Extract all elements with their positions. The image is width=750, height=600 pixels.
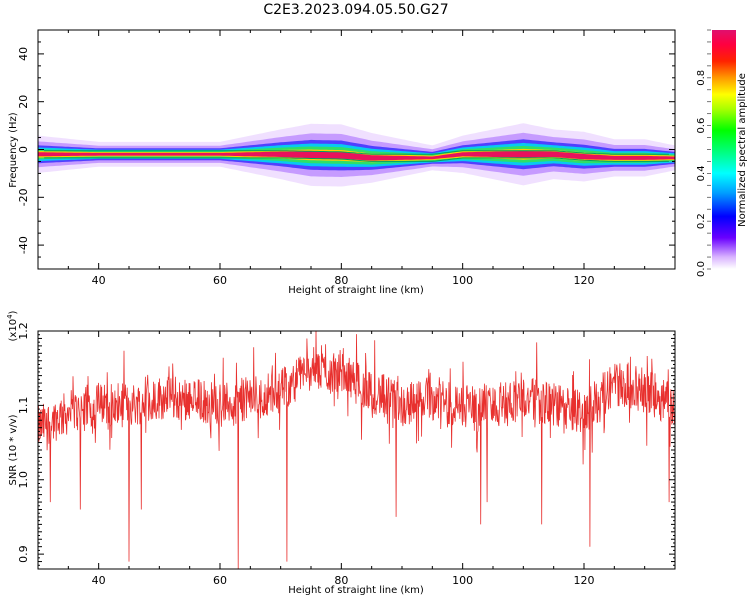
bottom-x-tick-label: 60 <box>213 574 227 587</box>
bottom-y-axis-label: SNR (10 * v/v) <box>8 414 19 485</box>
band-core <box>38 150 675 161</box>
colorbar-tick-label: 0.4 <box>696 165 707 181</box>
bottom-x-axis-label: Height of straight line (km) <box>288 585 424 596</box>
top-x-tick-label: 40 <box>92 274 106 287</box>
top-x-tick-label: 60 <box>213 274 227 287</box>
top-x-tick-label: 120 <box>574 274 595 287</box>
bottom-x-tick-label: 40 <box>92 574 106 587</box>
bottom-y-tick-label: 1.0 <box>17 471 30 489</box>
colorbar-tick-label: 0.2 <box>696 213 707 229</box>
colorbar: 0.0 0.2 0.4 0.6 0.8 Normalized spectral ampl… <box>696 29 748 277</box>
band-outline-upper <box>44 150 669 155</box>
top-x-axis-label: Height of straight line (km) <box>288 285 424 296</box>
snr-panel: 40 60 80 100 120 0.9 1.0 1.1 1.2 Height of strai… <box>6 310 676 596</box>
top-y-tick-label: 0 <box>17 146 30 153</box>
top-y-tick-label: -40 <box>17 236 30 254</box>
bottom-x-tick-label: 80 <box>334 574 348 587</box>
y-multiplier-base: (x10 <box>8 319 19 342</box>
bottom-x-tick-label: 120 <box>574 574 595 587</box>
colorbar-tick-label: 0.0 <box>696 261 707 277</box>
bottom-y-tick-label: 1.1 <box>17 397 30 415</box>
colorbar-tick-label: 0.6 <box>696 118 707 134</box>
figure-title: C2E3.2023.094.05.50.G27 <box>263 2 448 18</box>
top-y-tick-label: 20 <box>17 95 30 109</box>
spectral-band <box>38 123 675 187</box>
colorbar-tick-label: 0.8 <box>696 70 707 86</box>
top-y-axis-label: Frequency (Hz) <box>8 112 19 188</box>
top-x-tick-label: 100 <box>452 274 473 287</box>
y-multiplier-label: (x104) <box>6 310 19 341</box>
bottom-y-tick-label: 0.9 <box>17 545 30 563</box>
snr-line <box>38 331 675 569</box>
top-x-tick-label: 80 <box>334 274 348 287</box>
colorbar-label: Normalized spectral amplitude <box>737 73 748 227</box>
band-outline-lower <box>44 157 669 162</box>
y-multiplier-close: ) <box>8 310 19 314</box>
snr-series <box>38 331 675 569</box>
colorbar-gradient <box>712 30 736 269</box>
bottom-x-tick-label: 100 <box>452 574 473 587</box>
top-y-tick-label: -20 <box>17 188 30 206</box>
bottom-y-tick-label: 1.2 <box>17 322 30 340</box>
spectrogram-panel: 40 60 80 100 120 -40 -20 0 20 40 Height of straig… <box>8 29 676 296</box>
top-y-tick-label: 40 <box>17 47 30 61</box>
colorbar-ticks: 0.0 0.2 0.4 0.6 0.8 <box>696 29 711 277</box>
snr-ticks: 40 60 80 100 120 0.9 1.0 1.1 1.2 <box>17 322 676 587</box>
y-multiplier-exponent: 4 <box>6 314 14 319</box>
spectrogram-ticks: 40 60 80 100 120 -40 -20 0 20 40 <box>17 29 676 287</box>
